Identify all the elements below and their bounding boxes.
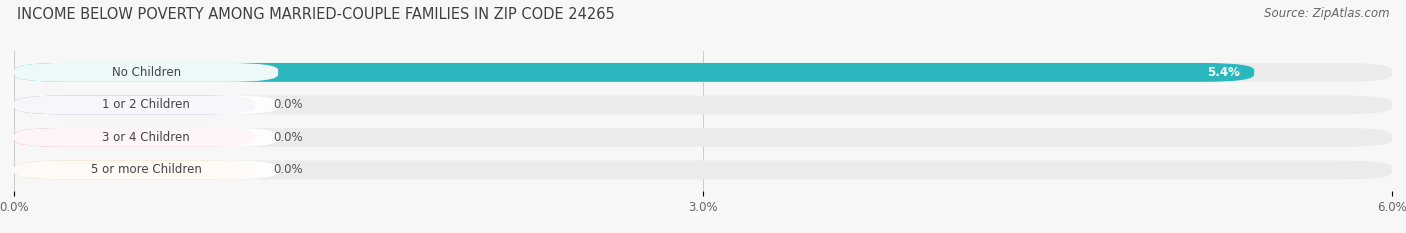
FancyBboxPatch shape	[14, 96, 278, 114]
Text: 0.0%: 0.0%	[274, 98, 304, 111]
FancyBboxPatch shape	[14, 128, 278, 147]
FancyBboxPatch shape	[14, 63, 1254, 82]
FancyBboxPatch shape	[14, 96, 256, 114]
FancyBboxPatch shape	[14, 161, 256, 179]
Text: 0.0%: 0.0%	[274, 131, 304, 144]
FancyBboxPatch shape	[14, 161, 1392, 179]
FancyBboxPatch shape	[14, 161, 278, 179]
Text: No Children: No Children	[111, 66, 180, 79]
FancyBboxPatch shape	[14, 63, 1392, 82]
Text: 5.4%: 5.4%	[1208, 66, 1240, 79]
Text: 0.0%: 0.0%	[274, 163, 304, 176]
FancyBboxPatch shape	[14, 96, 1392, 114]
Text: 5 or more Children: 5 or more Children	[90, 163, 201, 176]
FancyBboxPatch shape	[14, 128, 256, 147]
FancyBboxPatch shape	[14, 63, 278, 82]
FancyBboxPatch shape	[14, 128, 1392, 147]
Text: Source: ZipAtlas.com: Source: ZipAtlas.com	[1264, 7, 1389, 20]
Text: 3 or 4 Children: 3 or 4 Children	[103, 131, 190, 144]
Text: 1 or 2 Children: 1 or 2 Children	[103, 98, 190, 111]
Text: INCOME BELOW POVERTY AMONG MARRIED-COUPLE FAMILIES IN ZIP CODE 24265: INCOME BELOW POVERTY AMONG MARRIED-COUPL…	[17, 7, 614, 22]
